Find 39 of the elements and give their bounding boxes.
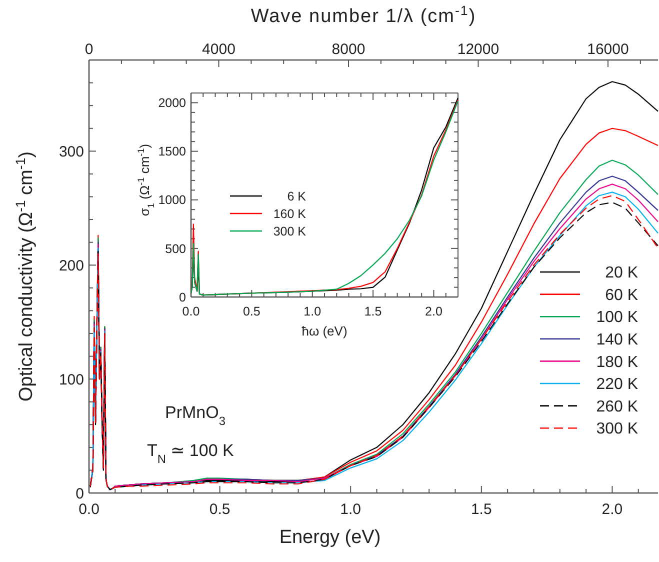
x-tick-label: 2.0 [602, 501, 623, 518]
y-tick-label: 200 [58, 257, 84, 274]
x-tick-label: 0.5 [242, 304, 260, 318]
legend-label: 140 K [596, 332, 638, 348]
x-axis-title: ħω (eV) [302, 324, 348, 338]
x-tick-label: 0.0 [78, 501, 100, 518]
x-tick-label: 0.0 [182, 304, 200, 318]
y-tick-label: 100 [58, 371, 84, 388]
x2-tick-label: 4000 [202, 41, 236, 58]
annotation: T$_{N}$ ≃ 100 K [147, 441, 235, 466]
legend-label: 300 K [596, 420, 638, 438]
y-tick-label: 1000 [158, 193, 186, 208]
x-tick-label: 1.0 [340, 501, 362, 518]
y-tick-label: 0 [179, 290, 186, 304]
x2-tick-label: 12000 [457, 41, 500, 58]
legend-label: 20 K [605, 264, 638, 282]
annotation: PrMnO$_{3}$ [165, 403, 226, 428]
x-tick-label: 0.5 [209, 501, 230, 518]
x-tick-label: 1.0 [304, 304, 322, 318]
y-tick-label: 1500 [158, 144, 186, 159]
x-tick-label: 2.0 [425, 304, 442, 318]
legend-label: 220 K [596, 376, 638, 394]
x-tick-label: 1.5 [364, 304, 382, 318]
x-tick-label: 1.5 [470, 501, 492, 518]
y-tick-label: 2000 [158, 96, 186, 110]
legend-label: 60 K [605, 286, 638, 304]
legend-label: 180 K [596, 354, 638, 371]
legend-label: 6 K [287, 189, 307, 204]
y-tick-label: 500 [165, 242, 186, 256]
legend-label: 260 K [596, 398, 638, 416]
legend-label: 300 K [273, 224, 307, 238]
y-tick-label: 0 [76, 485, 84, 502]
x2-axis-title: Wave number 1/λ (cm$^{-1}$) [250, 2, 476, 27]
legend-label: 160 K [273, 206, 307, 221]
x2-tick-label: 8000 [332, 41, 366, 58]
y-tick-label: 300 [58, 143, 84, 160]
legend-label: 100 K [596, 309, 638, 326]
x2-tick-label: 16000 [587, 41, 629, 58]
x-axis-title: Energy (eV) [279, 527, 381, 548]
